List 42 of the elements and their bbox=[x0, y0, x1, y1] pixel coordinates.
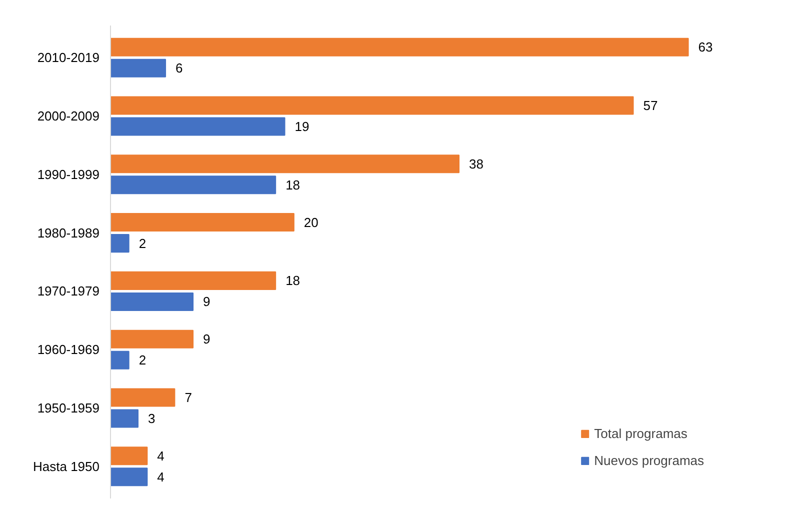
data-label: 4 bbox=[157, 448, 164, 464]
data-label: 63 bbox=[698, 40, 713, 55]
bar bbox=[110, 154, 460, 174]
y-tick-label: 1980-1989 bbox=[37, 225, 100, 240]
y-tick-label: Hasta 1950 bbox=[33, 458, 100, 474]
data-label: 2 bbox=[138, 236, 146, 251]
bar bbox=[110, 388, 176, 407]
bar bbox=[110, 58, 166, 78]
data-label: 20 bbox=[304, 214, 318, 230]
data-label: 18 bbox=[286, 177, 300, 192]
data-label: 19 bbox=[294, 119, 310, 134]
data-label: 6 bbox=[176, 60, 183, 76]
bar bbox=[110, 96, 634, 115]
bar bbox=[110, 446, 148, 466]
bar bbox=[110, 409, 139, 428]
data-label: 9 bbox=[203, 294, 210, 310]
bar bbox=[110, 38, 689, 56]
y-tick-label: 1970-1979 bbox=[37, 284, 100, 299]
y-tick-label: 2010-2019 bbox=[37, 50, 100, 66]
bar bbox=[110, 330, 194, 348]
bar bbox=[110, 117, 286, 136]
data-label: 18 bbox=[286, 273, 300, 288]
data-label: 4 bbox=[157, 469, 164, 484]
data-label: 2 bbox=[138, 352, 146, 368]
y-tick-label: 2000-2009 bbox=[37, 108, 100, 124]
bar bbox=[110, 234, 130, 253]
bar bbox=[110, 271, 276, 290]
bar bbox=[110, 292, 194, 311]
legend-label: Nuevos programas bbox=[594, 453, 704, 468]
bar bbox=[110, 176, 276, 194]
bar bbox=[110, 468, 148, 486]
y-tick-label: 1990-1999 bbox=[37, 166, 100, 182]
data-label: 57 bbox=[643, 98, 658, 113]
bar bbox=[110, 213, 294, 232]
y-tick-label: 1960-1969 bbox=[37, 342, 100, 358]
legend-label: Total programas bbox=[594, 426, 688, 441]
bar bbox=[110, 350, 130, 370]
data-label: 38 bbox=[469, 156, 484, 172]
data-label: 9 bbox=[203, 332, 210, 347]
data-label: 7 bbox=[184, 390, 192, 405]
y-tick-label: 1950-1959 bbox=[37, 400, 100, 416]
data-label: 3 bbox=[148, 411, 156, 426]
